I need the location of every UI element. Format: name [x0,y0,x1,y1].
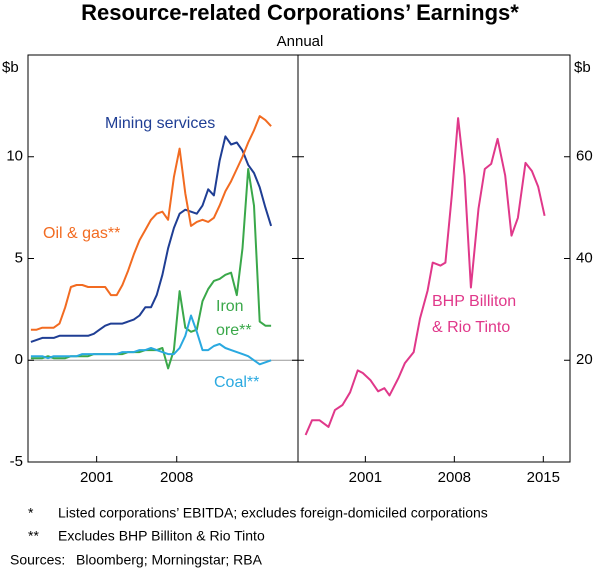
note-text: Excludes BHP Billiton & Rio Tinto [58,528,265,544]
series-line [30,135,273,343]
x-tick-label: 2001 [349,469,382,486]
y-tick-label: 0 [15,351,23,368]
y-tick-label: 5 [15,249,23,266]
series-label: Oil & gas** [43,225,120,242]
sources-text: Bloomberg; Morningstar; RBA [76,552,263,568]
sources-label: Sources: [10,552,65,568]
note-marker: * [28,505,34,521]
y-tick-label: 60 [576,148,593,165]
chart-subtitle: Annual [277,33,324,50]
series-label: Mining services [105,115,215,132]
x-tick-label: 2008 [438,469,471,486]
note-marker: ** [28,528,39,544]
x-tick-label: 2015 [527,469,560,486]
x-tick-label: 2001 [80,469,113,486]
series-line [30,115,272,331]
y-tick-label: 10 [6,148,23,165]
note-text: Listed corporations’ EBITDA; excludes fo… [58,505,488,521]
chart-title: Resource-related Corporations’ Earnings* [81,0,519,25]
y-tick-label: -5 [10,453,23,470]
series-line [304,117,546,436]
series-line [30,314,272,366]
y-tick-label: 20 [576,351,593,368]
y-tick-label: 40 [576,249,593,266]
series-label: Coal** [214,374,259,391]
x-tick-label: 2008 [160,469,193,486]
series-label: BHP Billiton & Rio Tinto [432,293,521,336]
plot-frame [27,54,571,463]
series-label: Iron ore** [216,298,252,339]
y-axis-unit: $b [574,59,591,76]
y-axis-unit: $b [2,59,19,76]
